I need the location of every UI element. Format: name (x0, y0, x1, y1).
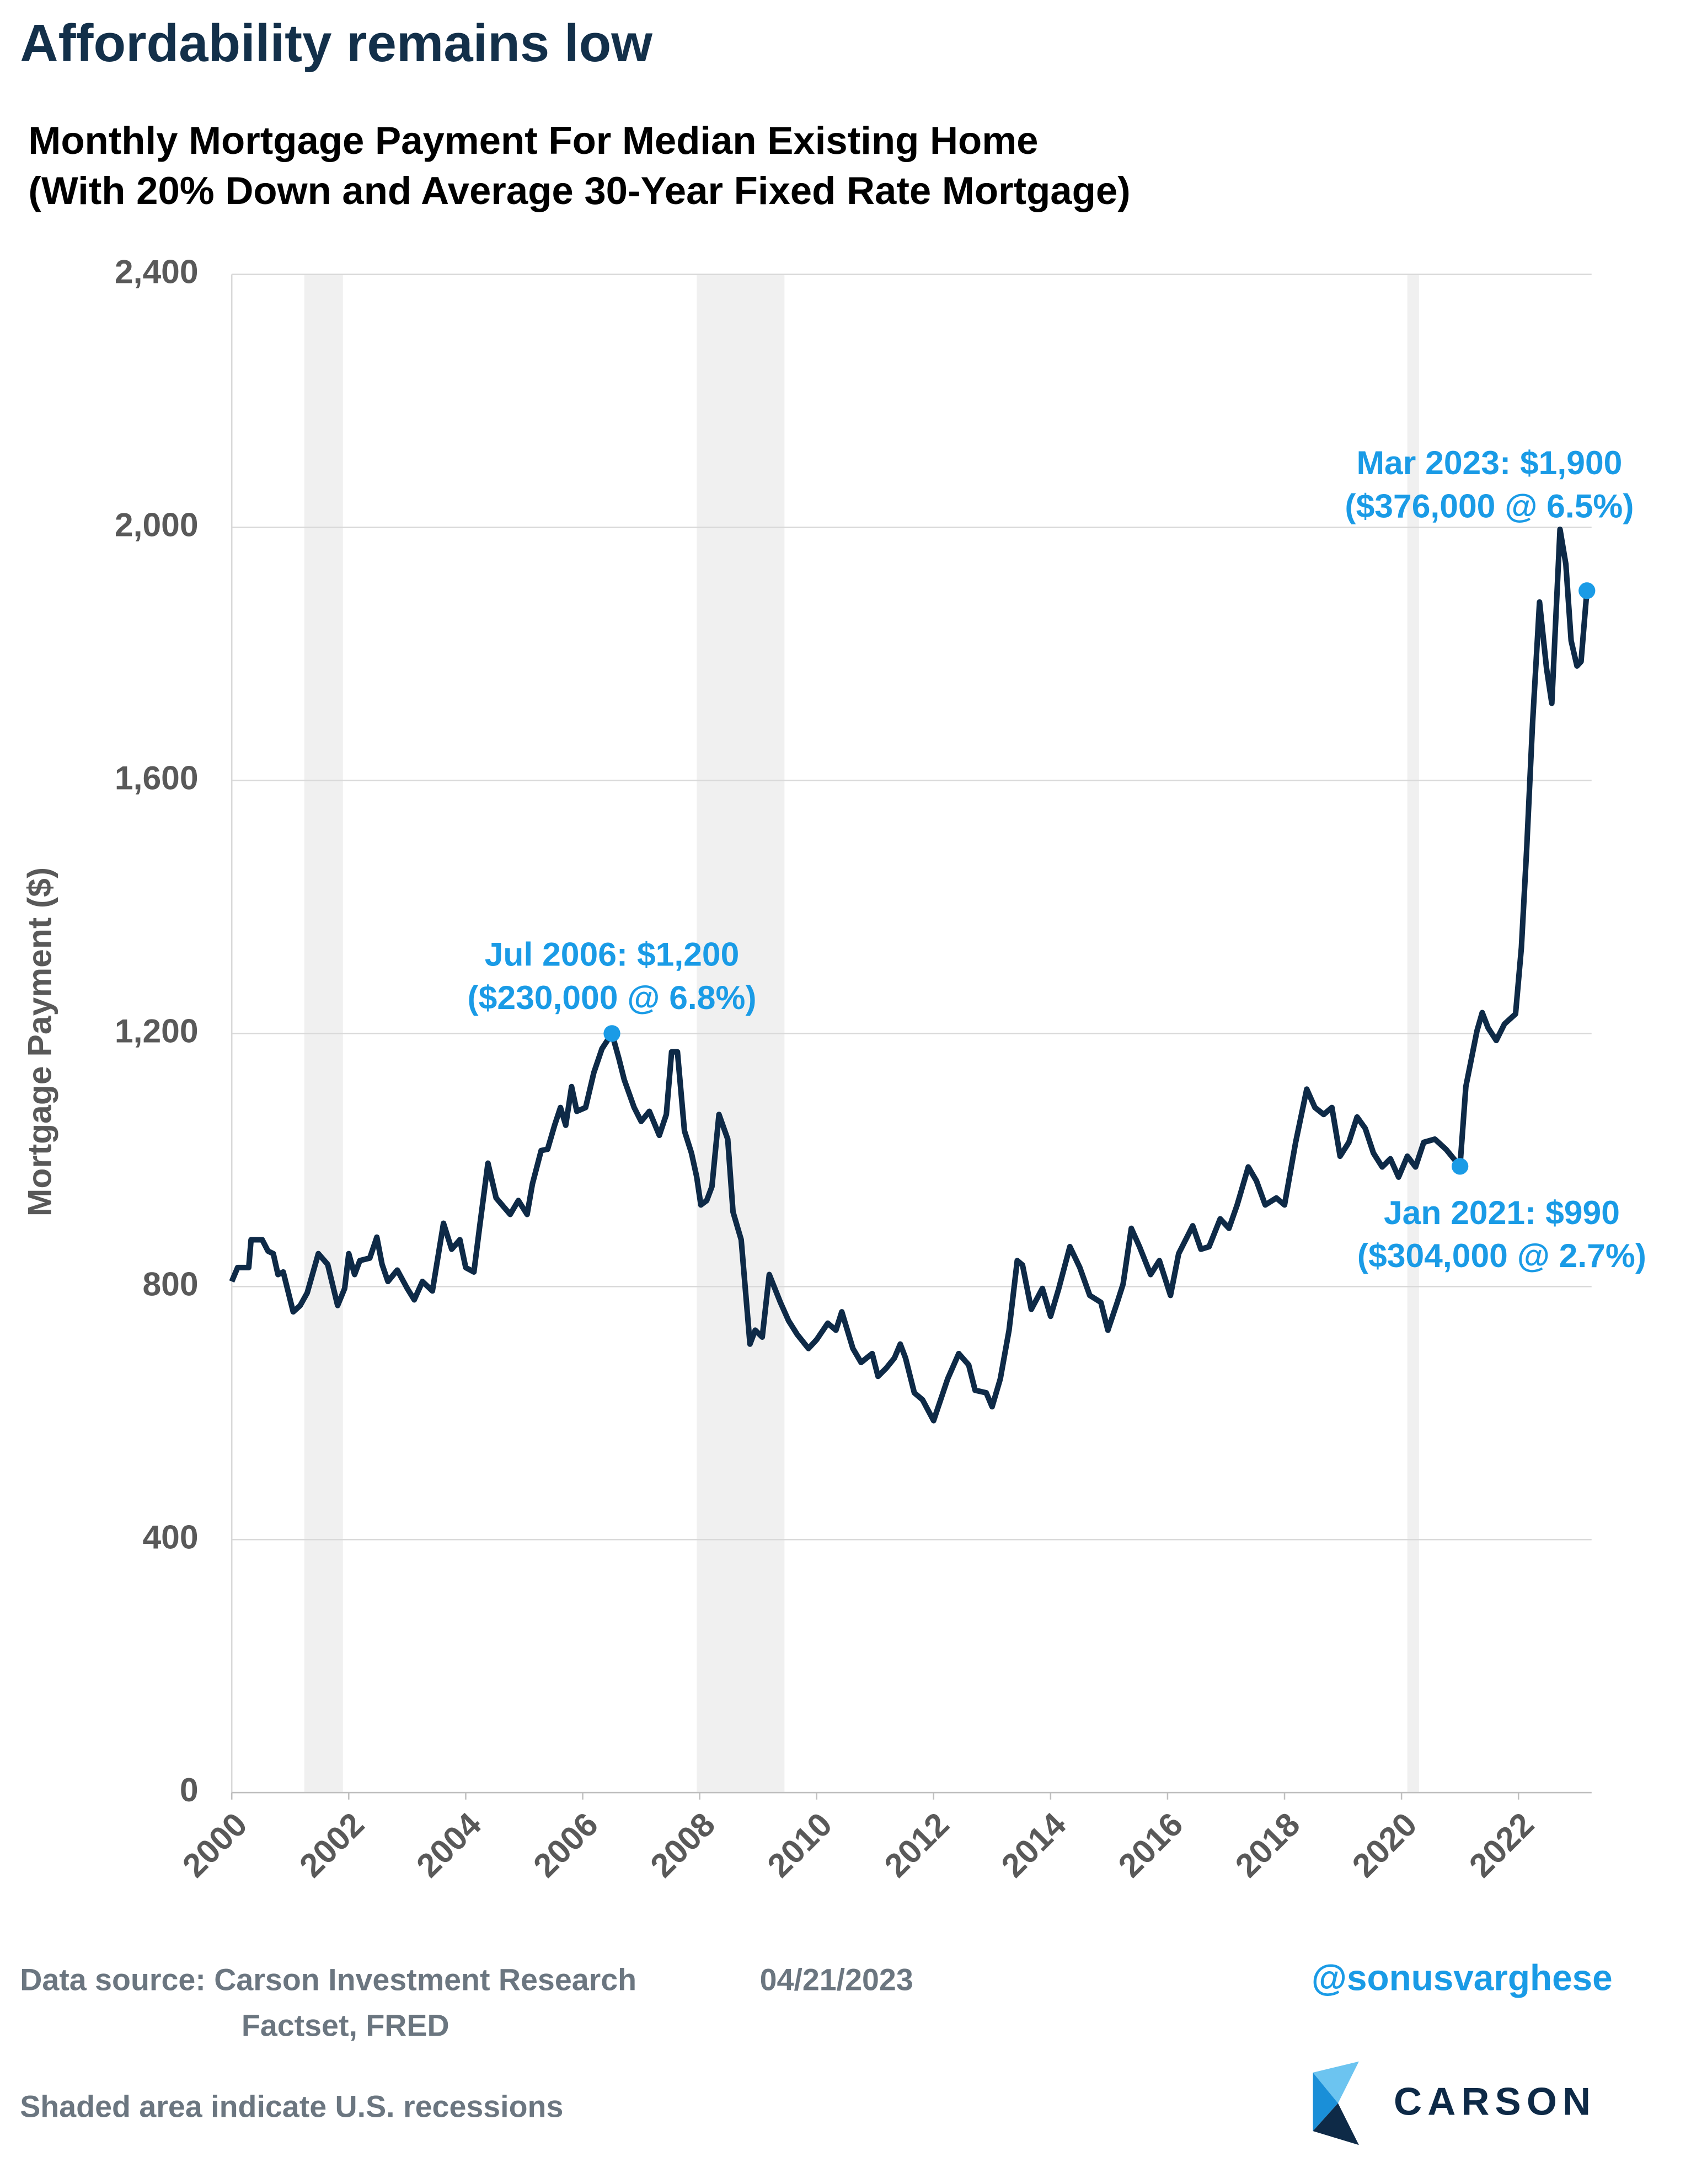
chart-subtitle: (With 20% Down and Average 30-Year Fixed… (28, 169, 1130, 212)
y-tick-label: 2,400 (115, 253, 199, 291)
y-tick-label: 800 (142, 1265, 198, 1302)
logo: CARSON (1313, 2061, 1596, 2145)
annotation-point (603, 1025, 620, 1042)
page-title: Affordability remains low (20, 14, 652, 73)
y-tick-label: 1,200 (115, 1012, 199, 1049)
x-tick-label: 2002 (292, 1805, 371, 1884)
annotation-subtext: ($230,000 @ 6.8%) (467, 979, 756, 1016)
annotation-text: Jan 2021: $990 (1384, 1194, 1620, 1231)
annotation-subtext: ($376,000 @ 6.5%) (1345, 487, 1634, 524)
y-axis-label: Mortgage Payment ($) (21, 867, 58, 1216)
x-tick-label: 2022 (1462, 1805, 1540, 1884)
logo-shape (1313, 2072, 1338, 2132)
x-tick-label: 2008 (643, 1805, 722, 1884)
handle: @sonusvarghese (1312, 1958, 1613, 1998)
x-tick-label: 2018 (1228, 1805, 1307, 1884)
logo-shape (1313, 2061, 1359, 2103)
x-tick-label: 2016 (1111, 1805, 1190, 1884)
footer-source: Data source: Carson Investment Research (20, 1962, 636, 1997)
data-line (229, 526, 1590, 1424)
y-tick-label: 400 (142, 1518, 198, 1555)
annotation-point (1451, 1158, 1469, 1175)
x-tick-label: 2004 (409, 1805, 489, 1885)
x-tick-label: 2020 (1345, 1805, 1424, 1884)
chart-title: Monthly Mortgage Payment For Median Exis… (28, 119, 1038, 162)
annotation-text: Jul 2006: $1,200 (485, 935, 740, 973)
x-tick-label: 2014 (994, 1805, 1073, 1885)
y-tick-label: 2,000 (115, 506, 199, 544)
annotation-point (1578, 582, 1596, 599)
x-tick-label: 2012 (877, 1805, 956, 1884)
x-tick-label: 2010 (760, 1805, 839, 1884)
x-tick-label: 2006 (526, 1805, 605, 1884)
footer-date: 04/21/2023 (760, 1962, 913, 1997)
x-tick-label: 2000 (175, 1805, 254, 1884)
footer-note: Shaded area indicate U.S. recessions (20, 2089, 563, 2123)
y-tick-label: 0 (180, 1771, 199, 1809)
y-tick-label: 1,600 (115, 759, 199, 797)
annotation-subtext: ($304,000 @ 2.7%) (1357, 1237, 1646, 1274)
annotation-text: Mar 2023: $1,900 (1357, 444, 1623, 481)
footer-source: Factset, FRED (242, 2009, 449, 2043)
logo-text: CARSON (1394, 2080, 1596, 2123)
